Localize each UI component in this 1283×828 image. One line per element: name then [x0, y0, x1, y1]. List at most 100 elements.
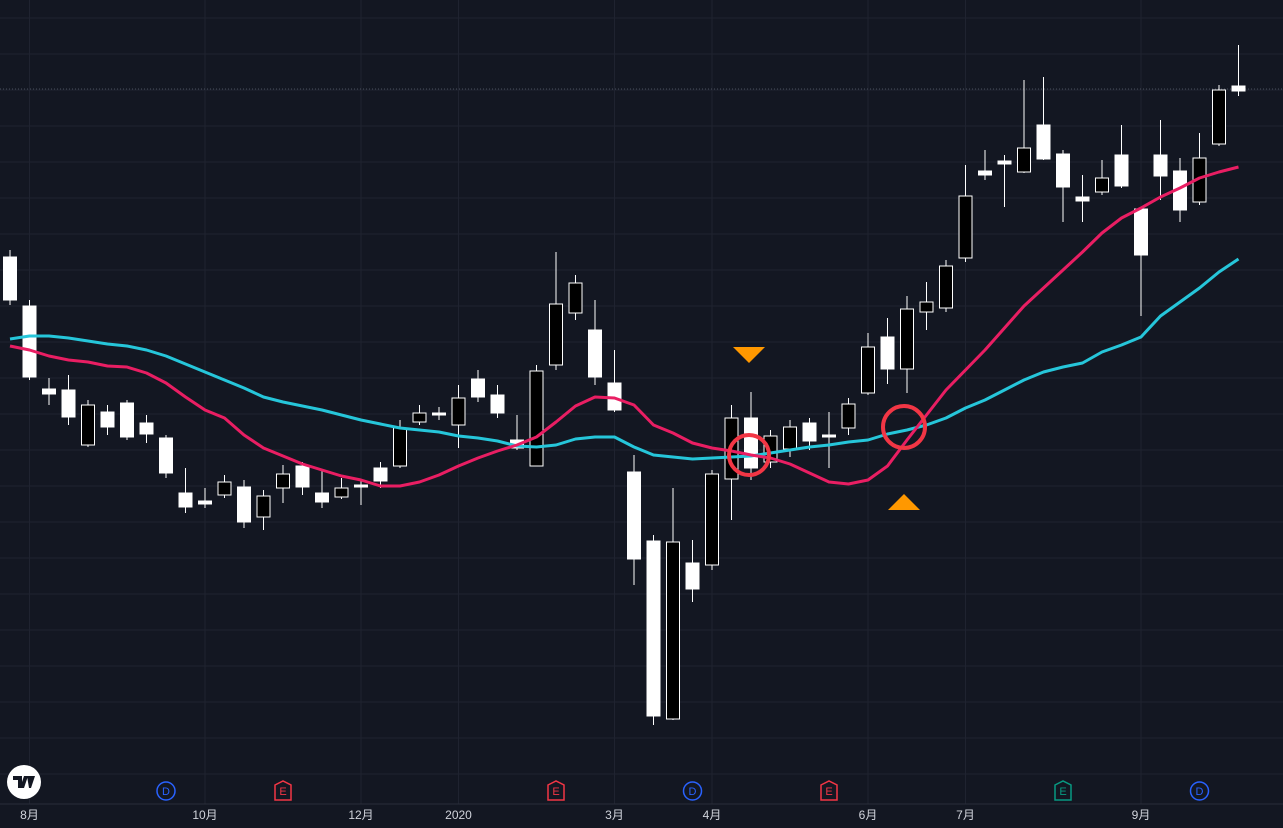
- candle-body: [354, 484, 368, 488]
- event-marker: E: [274, 780, 292, 801]
- candle-body: [958, 195, 973, 259]
- x-tick-label: 8月: [20, 808, 39, 822]
- event-marker: D: [682, 781, 703, 801]
- x-tick-label: 3月: [605, 808, 624, 822]
- candle-body: [1036, 124, 1051, 160]
- x-tick-label: 9月: [1132, 808, 1151, 822]
- event-marker: E: [547, 780, 565, 801]
- event-label: D: [1196, 786, 1204, 798]
- candle-body: [1212, 89, 1226, 145]
- marks: [3, 45, 1246, 725]
- candle-body: [295, 465, 310, 488]
- candle-body: [42, 388, 56, 395]
- candle-body: [997, 160, 1012, 165]
- candle-body: [1017, 147, 1031, 173]
- candle-body: [1134, 208, 1148, 256]
- candle-body: [666, 541, 680, 720]
- candle-body: [276, 473, 290, 489]
- logo-mark[interactable]: [13, 776, 35, 788]
- candle-body: [412, 412, 427, 423]
- event-label: D: [162, 786, 170, 798]
- logo[interactable]: [7, 765, 41, 799]
- candle-body: [744, 417, 758, 469]
- event-marker: D: [1189, 781, 1210, 801]
- candle-body: [627, 471, 641, 560]
- candle-body: [1153, 154, 1168, 177]
- x-tick-label: 12月: [348, 808, 373, 822]
- candle-body: [1075, 196, 1090, 202]
- event-badge: [1189, 781, 1210, 801]
- cross-highlight: [727, 433, 771, 477]
- moving-average-line: [9, 165, 1239, 488]
- event-label: E: [279, 786, 286, 798]
- event-label: E: [1059, 786, 1066, 798]
- candle-body: [978, 170, 992, 176]
- moving-average-line: [9, 257, 1240, 461]
- x-tick-label: 4月: [703, 808, 722, 822]
- candle-body: [802, 422, 817, 442]
- candle-body: [393, 427, 407, 467]
- candle-body: [3, 256, 17, 301]
- candle-body: [178, 492, 193, 508]
- candle-body: [256, 495, 271, 518]
- candle-body: [841, 403, 856, 429]
- event-badge: [820, 780, 838, 801]
- candle-body: [120, 402, 134, 438]
- cross-highlight: [881, 404, 927, 450]
- candle-body: [100, 411, 115, 428]
- candle-body: [1231, 85, 1246, 92]
- candle-body: [471, 378, 485, 398]
- event-badge: [682, 781, 703, 801]
- event-marker: D: [156, 781, 176, 801]
- event-marker: E: [820, 780, 838, 801]
- event-badge: [1054, 780, 1072, 801]
- candle-body: [334, 487, 349, 498]
- candle-body: [549, 303, 563, 366]
- candle-body: [588, 329, 602, 378]
- candle-body: [861, 346, 875, 394]
- candle-body: [646, 540, 661, 717]
- candle-body: [22, 305, 37, 378]
- event-marker: E: [1054, 780, 1072, 801]
- x-tick-label: 7月: [956, 808, 975, 822]
- event-badge: [156, 781, 176, 801]
- candle-body: [373, 467, 388, 482]
- candle-body: [81, 404, 95, 446]
- candle-body: [880, 336, 895, 370]
- x-tick-label: 10月: [192, 808, 217, 822]
- candle-body: [432, 412, 446, 416]
- candle-body: [939, 265, 953, 309]
- candle-body: [822, 434, 836, 438]
- candle-body: [568, 282, 583, 314]
- candle-body: [1056, 153, 1070, 188]
- event-label: E: [552, 786, 559, 798]
- candle-body: [490, 394, 505, 414]
- candle-body: [217, 481, 232, 496]
- candle-body: [685, 562, 700, 590]
- x-tick-label: 6月: [859, 808, 878, 822]
- candle-body: [919, 301, 934, 313]
- candle-body: [315, 492, 329, 503]
- event-badge: [274, 780, 292, 801]
- candle-body: [159, 437, 173, 474]
- grid: [0, 0, 1283, 804]
- event-label: D: [689, 786, 697, 798]
- x-tick-label: 2020: [445, 808, 472, 822]
- candle-body: [783, 426, 797, 450]
- candle-body: [529, 370, 544, 467]
- candle-body: [139, 422, 154, 435]
- candle-body: [237, 486, 251, 523]
- candle-body: [61, 389, 76, 418]
- candle-body: [198, 500, 212, 505]
- candle-body: [451, 397, 466, 426]
- buy-signal: [888, 494, 920, 510]
- candle-body: [900, 308, 914, 370]
- candle-body: [1114, 154, 1129, 187]
- event-label: E: [825, 786, 832, 798]
- candle-body: [1095, 177, 1109, 193]
- event-badge: [547, 780, 565, 801]
- candle-body: [705, 473, 719, 566]
- sell-signal: [733, 347, 765, 363]
